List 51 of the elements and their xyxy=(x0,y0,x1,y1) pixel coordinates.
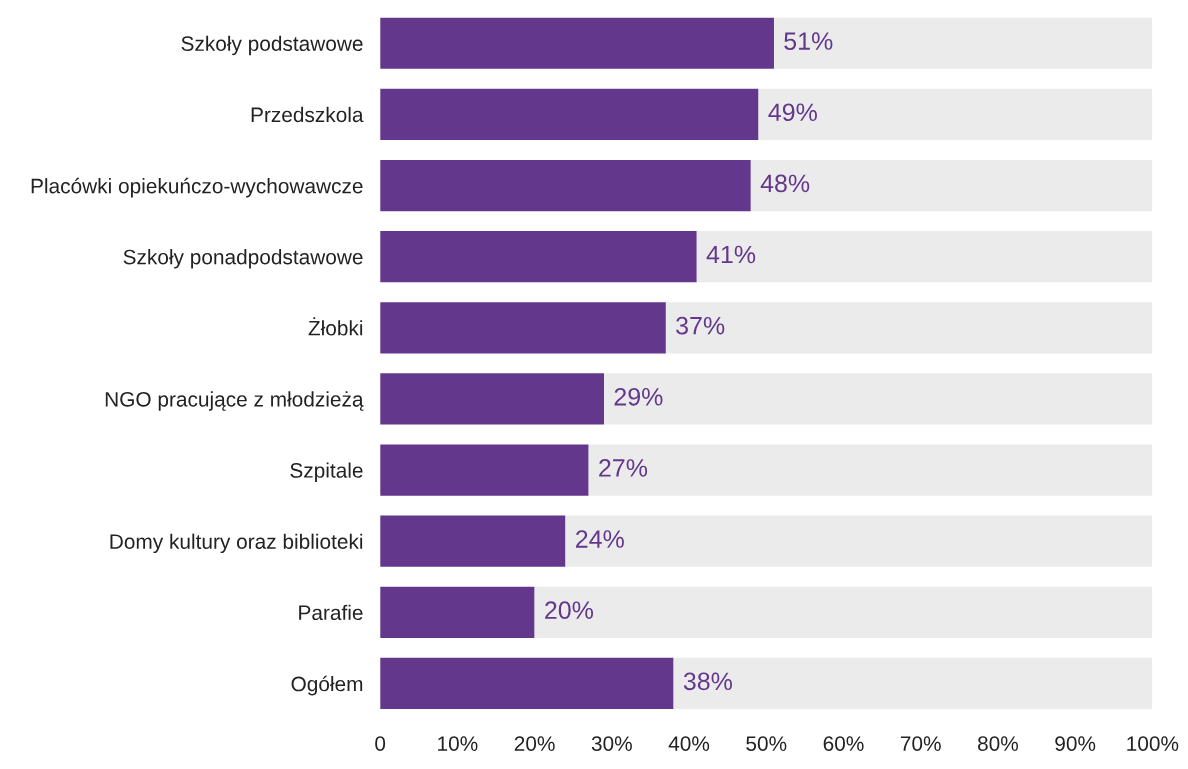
bar xyxy=(534,586,1153,638)
bar xyxy=(380,444,589,496)
x-tick-label: 100% xyxy=(1127,736,1179,751)
data-label: 37% xyxy=(676,316,725,335)
bar xyxy=(380,515,566,567)
bar xyxy=(673,657,1153,710)
y-tick-label: Żłobki xyxy=(308,317,363,336)
y-tick-label: Domy kultury oraz biblioteki xyxy=(110,533,363,554)
y-tick-label: Szpitale xyxy=(290,462,363,482)
x-tick-label: 30% xyxy=(591,736,632,751)
bar xyxy=(380,302,666,354)
bar xyxy=(604,373,1153,425)
y-tick-label: Parafie xyxy=(299,604,363,621)
data-label: 49% xyxy=(768,103,817,122)
x-tick-label: 70% xyxy=(900,736,941,751)
bar xyxy=(758,88,1153,140)
data-label: 29% xyxy=(614,387,663,406)
y-tick-label: Szkoły podstawowe xyxy=(181,35,363,56)
x-tick-label: 10% xyxy=(438,736,478,751)
bar xyxy=(380,373,605,425)
bar xyxy=(750,159,1153,212)
bar xyxy=(565,515,1153,567)
bar xyxy=(380,231,697,283)
bar xyxy=(665,302,1153,354)
data-label: 51% xyxy=(784,32,833,50)
y-tick-label: Przedszkola xyxy=(251,106,364,123)
bar xyxy=(380,17,774,69)
x-tick-label: 50% xyxy=(746,736,787,751)
data-label: 27% xyxy=(599,459,648,477)
x-tick-label: 60% xyxy=(823,736,864,751)
bar xyxy=(380,586,535,638)
data-label: 38% xyxy=(683,672,733,691)
bar xyxy=(588,444,1153,496)
y-tick-label: Placówki opiekuńczo-wychowawcze xyxy=(31,177,363,198)
data-label: 20% xyxy=(545,601,594,620)
bar xyxy=(380,159,751,212)
data-label: 48% xyxy=(760,174,810,193)
data-label: 24% xyxy=(576,530,624,548)
x-tick-label: 0 xyxy=(375,736,386,751)
bar xyxy=(773,17,1153,69)
data-label: 41% xyxy=(706,245,756,264)
x-tick-label: 90% xyxy=(1055,736,1096,751)
x-tick-label: 80% xyxy=(977,736,1019,751)
y-tick-label: Szkoły ponadpodstawowe xyxy=(123,249,363,269)
bar xyxy=(696,231,1153,283)
x-tick-label: 40% xyxy=(668,736,710,751)
y-tick-label: NGO pracujące z młodzieżą xyxy=(105,391,364,411)
y-tick-label: Ogółem xyxy=(291,675,363,696)
x-tick-label: 20% xyxy=(514,736,555,751)
bar xyxy=(380,657,674,710)
bar xyxy=(380,88,759,140)
